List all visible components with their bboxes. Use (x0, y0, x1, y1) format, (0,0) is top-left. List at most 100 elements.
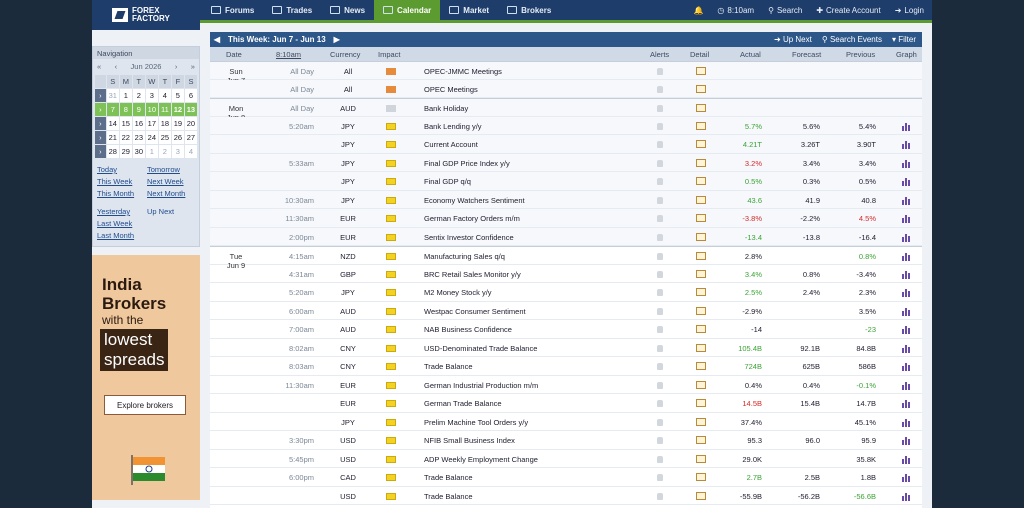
calendar-day[interactable]: 24 (144, 130, 159, 145)
event-title[interactable]: Bank Lending y/y (424, 121, 482, 131)
quick-link[interactable]: Next Week (147, 177, 184, 186)
graph-icon[interactable] (902, 252, 912, 261)
detail-folder-icon[interactable] (696, 288, 706, 296)
login-button[interactable]: ➜ Login (895, 6, 924, 15)
event-title[interactable]: USD-Denominated Trade Balance (424, 343, 538, 353)
impact-icon[interactable] (386, 253, 396, 260)
event-row[interactable]: 8:02am CNY USD-Denominated Trade Balance 10… (210, 339, 922, 357)
calendar-day[interactable]: 2 (157, 144, 172, 159)
alert-bell-icon[interactable] (657, 363, 663, 370)
event-row[interactable]: 11:30am EUR German Industrial Production m… (210, 376, 922, 394)
event-row[interactable]: 5:45pm USD ADP Weekly Employment Change 29.… (210, 450, 922, 468)
up-next-button[interactable]: ➜ Up Next (774, 35, 812, 44)
alert-bell-icon[interactable] (657, 122, 663, 130)
detail-folder-icon[interactable] (696, 454, 706, 463)
event-row[interactable]: JPY Prelim Machine Tool Orders y/y 37.4% 45… (210, 413, 922, 431)
nav-brokers[interactable]: Brokers (498, 0, 560, 20)
event-title[interactable]: Prelim Machine Tool Orders y/y (424, 417, 529, 427)
event-title[interactable]: Final GDP Price Index y/y (424, 158, 510, 168)
event-title[interactable]: German Trade Balance (424, 399, 502, 408)
calendar-day[interactable]: 14 (105, 116, 120, 131)
detail-folder-icon[interactable] (696, 121, 706, 130)
graph-icon[interactable] (902, 233, 912, 242)
nav-trades[interactable]: Trades (263, 0, 321, 20)
calendar-day[interactable]: 28 (105, 144, 120, 159)
week-select-icon[interactable]: › (94, 102, 107, 117)
impact-icon[interactable] (386, 270, 396, 278)
event-title[interactable]: Manufacturing Sales q/q (424, 252, 505, 261)
alert-bell-icon[interactable] (657, 474, 663, 481)
calendar-day[interactable]: 6 (183, 88, 199, 103)
event-title[interactable]: Current Account (424, 140, 478, 149)
alert-bell-icon[interactable] (657, 289, 663, 296)
calendar-day[interactable]: 2 (131, 88, 146, 103)
calendar-day[interactable]: 22 (118, 130, 133, 145)
explore-brokers-button[interactable]: Explore brokers (104, 395, 186, 415)
next-week-icon[interactable]: ▶ (333, 35, 340, 44)
impact-icon[interactable] (386, 344, 396, 352)
detail-folder-icon[interactable] (696, 140, 706, 148)
event-title[interactable]: Trade Balance (424, 473, 473, 482)
impact-icon[interactable] (386, 141, 396, 148)
impact-icon[interactable] (386, 233, 396, 241)
calendar-day[interactable]: 10 (144, 102, 159, 117)
calendar-day[interactable]: 15 (118, 116, 133, 131)
prev-month-icon[interactable]: ‹ (114, 62, 118, 71)
graph-icon[interactable] (902, 196, 912, 205)
calendar-day[interactable]: 9 (131, 102, 146, 117)
detail-folder-icon[interactable] (696, 417, 706, 426)
event-title[interactable]: Trade Balance (424, 491, 473, 501)
prev-week-icon[interactable]: ◀ (213, 35, 221, 44)
impact-icon[interactable] (386, 85, 396, 93)
impact-icon[interactable] (386, 307, 396, 315)
calendar-day[interactable]: 31 (105, 88, 120, 103)
event-title[interactable]: M2 Money Stock y/y (424, 288, 492, 297)
impact-icon[interactable] (386, 122, 396, 130)
prev-year-icon[interactable]: « (97, 62, 102, 71)
event-title[interactable]: Trade Balance (424, 362, 473, 371)
quick-link[interactable]: Yesterday (97, 207, 131, 216)
graph-icon[interactable] (902, 214, 912, 223)
impact-icon[interactable] (386, 455, 396, 463)
detail-folder-icon[interactable] (696, 269, 706, 278)
event-row[interactable]: 4:31am GBP BRC Retail Sales Monitor y/y 3.4… (210, 265, 922, 283)
graph-icon[interactable] (902, 344, 912, 353)
graph-icon[interactable] (902, 270, 912, 279)
impact-icon[interactable] (386, 159, 396, 167)
impact-icon[interactable] (386, 400, 396, 407)
detail-folder-icon[interactable] (696, 380, 706, 389)
detail-folder-icon[interactable] (696, 491, 706, 500)
week-select-icon[interactable]: › (94, 130, 107, 145)
calendar-day[interactable]: 11 (157, 102, 172, 117)
event-row[interactable]: 7:00am AUD NAB Business Confidence -14 -23 (210, 320, 922, 339)
detail-folder-icon[interactable] (696, 306, 706, 315)
alert-bell-icon[interactable] (657, 381, 663, 389)
calendar-day[interactable]: 30 (131, 144, 146, 159)
calendar-day[interactable]: 3 (170, 144, 185, 159)
calendar-day[interactable]: 5 (170, 88, 185, 103)
next-year-icon[interactable]: » (190, 62, 195, 71)
detail-folder-icon[interactable] (696, 104, 706, 112)
alert-bell-icon[interactable] (657, 178, 663, 185)
graph-icon[interactable] (902, 362, 912, 371)
event-row[interactable]: 10:30am JPY Economy Watchers Sentiment 43.6… (210, 190, 922, 209)
calendar-day[interactable]: 20 (183, 116, 199, 131)
alert-bell-icon[interactable] (657, 253, 663, 260)
event-row[interactable]: 11:30am EUR German Factory Orders m/m -3.8%… (210, 209, 922, 228)
filter-button[interactable]: ▾ Filter (892, 35, 916, 44)
event-title[interactable]: OPEC Meetings (424, 84, 478, 94)
graph-icon[interactable] (902, 159, 912, 168)
event-row[interactable]: All Day All OPEC Meetings (210, 79, 922, 98)
quick-link[interactable]: This Month (97, 189, 135, 198)
impact-icon[interactable] (386, 196, 396, 204)
detail-folder-icon[interactable] (696, 214, 706, 222)
event-title[interactable]: OPEC-JMMC Meetings (424, 67, 502, 76)
graph-icon[interactable] (902, 122, 912, 131)
impact-icon[interactable] (386, 418, 396, 426)
calendar-day[interactable]: 19 (170, 116, 185, 131)
impact-icon[interactable] (386, 289, 396, 296)
quick-link[interactable]: Today (97, 165, 118, 174)
nav-market[interactable]: Market (440, 0, 498, 20)
impact-icon[interactable] (386, 326, 396, 333)
alert-bell-icon[interactable] (657, 437, 663, 444)
